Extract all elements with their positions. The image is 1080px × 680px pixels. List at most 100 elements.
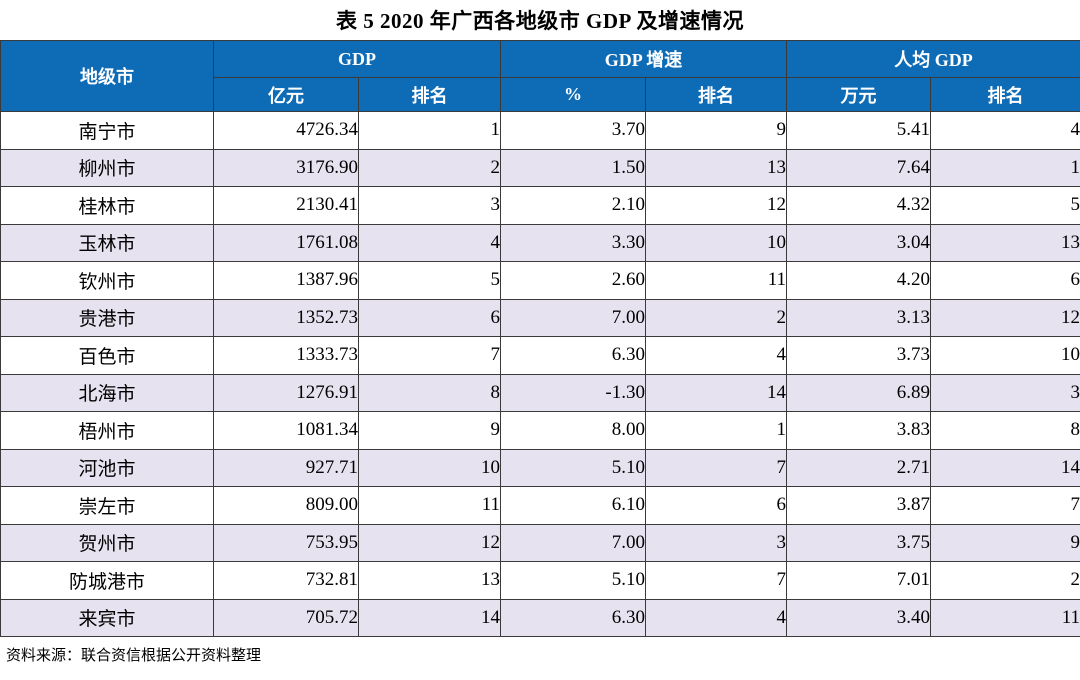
- city-cell: 防城港市: [0, 561, 214, 600]
- gdp-value-cell: 809.00: [213, 486, 359, 525]
- table-row: 百色市 1333.73 7 6.30 4 3.73 10: [0, 336, 1080, 375]
- city-cell: 贺州市: [0, 523, 214, 562]
- table-row: 贵港市 1352.73 6 7.00 2 3.13 12: [0, 298, 1080, 337]
- table-row: 崇左市 809.00 11 6.10 6 3.87 7: [0, 486, 1080, 525]
- header-percapita-rank: 排名: [930, 77, 1080, 112]
- growth-rank-cell: 11: [644, 261, 788, 300]
- percapita-value-cell: 6.89: [786, 373, 932, 412]
- header-gdp-unit: 亿元: [213, 77, 359, 112]
- gdp-value-cell: 3176.90: [213, 148, 359, 187]
- header-group-growth: GDP 增速: [499, 40, 788, 78]
- gdp-value-cell: 1387.96: [213, 261, 359, 300]
- growth-value-cell: 6.30: [500, 598, 646, 637]
- percapita-rank-cell: 2: [930, 561, 1080, 600]
- percapita-rank-cell: 6: [930, 261, 1080, 300]
- percapita-rank-cell: 7: [930, 486, 1080, 525]
- table-row: 贺州市 753.95 12 7.00 3 3.75 9: [0, 523, 1080, 562]
- gdp-value-cell: 705.72: [213, 598, 359, 637]
- gdp-rank-cell: 1: [358, 111, 501, 150]
- growth-rank-cell: 14: [644, 373, 788, 412]
- percapita-rank-cell: 14: [930, 448, 1080, 487]
- gdp-value-cell: 927.71: [213, 448, 359, 487]
- table-row: 南宁市 4726.34 1 3.70 9 5.41 4: [0, 111, 1080, 150]
- city-cell: 钦州市: [0, 261, 214, 300]
- city-cell: 北海市: [0, 373, 214, 412]
- percapita-value-cell: 2.71: [786, 448, 932, 487]
- gdp-value-cell: 4726.34: [213, 111, 359, 150]
- header-growth-rank: 排名: [644, 77, 788, 112]
- gdp-rank-cell: 12: [358, 523, 501, 562]
- city-cell: 贵港市: [0, 298, 214, 337]
- table-row: 钦州市 1387.96 5 2.60 11 4.20 6: [0, 261, 1080, 300]
- gdp-rank-cell: 11: [358, 486, 501, 525]
- table-title: 表 5 2020 年广西各地级市 GDP 及增速情况: [336, 9, 744, 33]
- city-cell: 桂林市: [0, 186, 214, 225]
- header-group-percapita: 人均 GDP: [786, 40, 1080, 78]
- percapita-rank-cell: 5: [930, 186, 1080, 225]
- header-group-gdp: GDP: [213, 40, 501, 78]
- gdp-value-cell: 732.81: [213, 561, 359, 600]
- percapita-value-cell: 4.32: [786, 186, 932, 225]
- percapita-value-cell: 7.01: [786, 561, 932, 600]
- growth-value-cell: 5.10: [500, 561, 646, 600]
- percapita-rank-cell: 13: [930, 223, 1080, 262]
- city-cell: 柳州市: [0, 148, 214, 187]
- growth-value-cell: 1.50: [500, 148, 646, 187]
- gdp-rank-cell: 4: [358, 223, 501, 262]
- city-cell: 南宁市: [0, 111, 214, 150]
- table-row: 柳州市 3176.90 2 1.50 13 7.64 1: [0, 148, 1080, 187]
- percapita-value-cell: 4.20: [786, 261, 932, 300]
- percapita-rank-cell: 1: [930, 148, 1080, 187]
- gdp-value-cell: 1081.34: [213, 411, 359, 450]
- gdp-value-cell: 1333.73: [213, 336, 359, 375]
- growth-value-cell: -1.30: [500, 373, 646, 412]
- growth-rank-cell: 3: [644, 523, 788, 562]
- percapita-value-cell: 3.73: [786, 336, 932, 375]
- gdp-value-cell: 1761.08: [213, 223, 359, 262]
- percapita-rank-cell: 3: [930, 373, 1080, 412]
- percapita-value-cell: 3.04: [786, 223, 932, 262]
- gdp-value-cell: 1352.73: [213, 298, 359, 337]
- gdp-value-cell: 753.95: [213, 523, 359, 562]
- growth-value-cell: 7.00: [500, 523, 646, 562]
- header-percapita-unit: 万元: [786, 77, 932, 112]
- growth-value-cell: 5.10: [500, 448, 646, 487]
- growth-rank-cell: 4: [644, 336, 788, 375]
- table-body: 南宁市 4726.34 1 3.70 9 5.41 4 柳州市 3176.90 …: [0, 111, 1080, 637]
- growth-value-cell: 6.10: [500, 486, 646, 525]
- percapita-rank-cell: 4: [930, 111, 1080, 150]
- percapita-value-cell: 3.13: [786, 298, 932, 337]
- table-row: 桂林市 2130.41 3 2.10 12 4.32 5: [0, 186, 1080, 225]
- header-growth-unit: %: [500, 77, 646, 112]
- growth-rank-cell: 4: [644, 598, 788, 637]
- percapita-rank-cell: 8: [930, 411, 1080, 450]
- percapita-value-cell: 3.83: [786, 411, 932, 450]
- growth-rank-cell: 13: [644, 148, 788, 187]
- growth-value-cell: 2.10: [500, 186, 646, 225]
- percapita-value-cell: 3.40: [786, 598, 932, 637]
- growth-value-cell: 3.70: [500, 111, 646, 150]
- percapita-rank-cell: 10: [930, 336, 1080, 375]
- growth-rank-cell: 7: [644, 448, 788, 487]
- gdp-rank-cell: 5: [358, 261, 501, 300]
- growth-value-cell: 8.00: [500, 411, 646, 450]
- city-cell: 来宾市: [0, 598, 214, 637]
- growth-rank-cell: 6: [644, 486, 788, 525]
- growth-rank-cell: 9: [644, 111, 788, 150]
- gdp-rank-cell: 2: [358, 148, 501, 187]
- growth-rank-cell: 2: [644, 298, 788, 337]
- gdp-rank-cell: 8: [358, 373, 501, 412]
- percapita-rank-cell: 11: [930, 598, 1080, 637]
- table-row: 梧州市 1081.34 9 8.00 1 3.83 8: [0, 411, 1080, 450]
- gdp-rank-cell: 13: [358, 561, 501, 600]
- percapita-value-cell: 5.41: [786, 111, 932, 150]
- header-gdp-rank: 排名: [358, 77, 501, 112]
- percapita-value-cell: 3.87: [786, 486, 932, 525]
- growth-rank-cell: 10: [644, 223, 788, 262]
- city-cell: 玉林市: [0, 223, 214, 262]
- percapita-value-cell: 7.64: [786, 148, 932, 187]
- table-row: 玉林市 1761.08 4 3.30 10 3.04 13: [0, 223, 1080, 262]
- gdp-rank-cell: 6: [358, 298, 501, 337]
- gdp-value-cell: 1276.91: [213, 373, 359, 412]
